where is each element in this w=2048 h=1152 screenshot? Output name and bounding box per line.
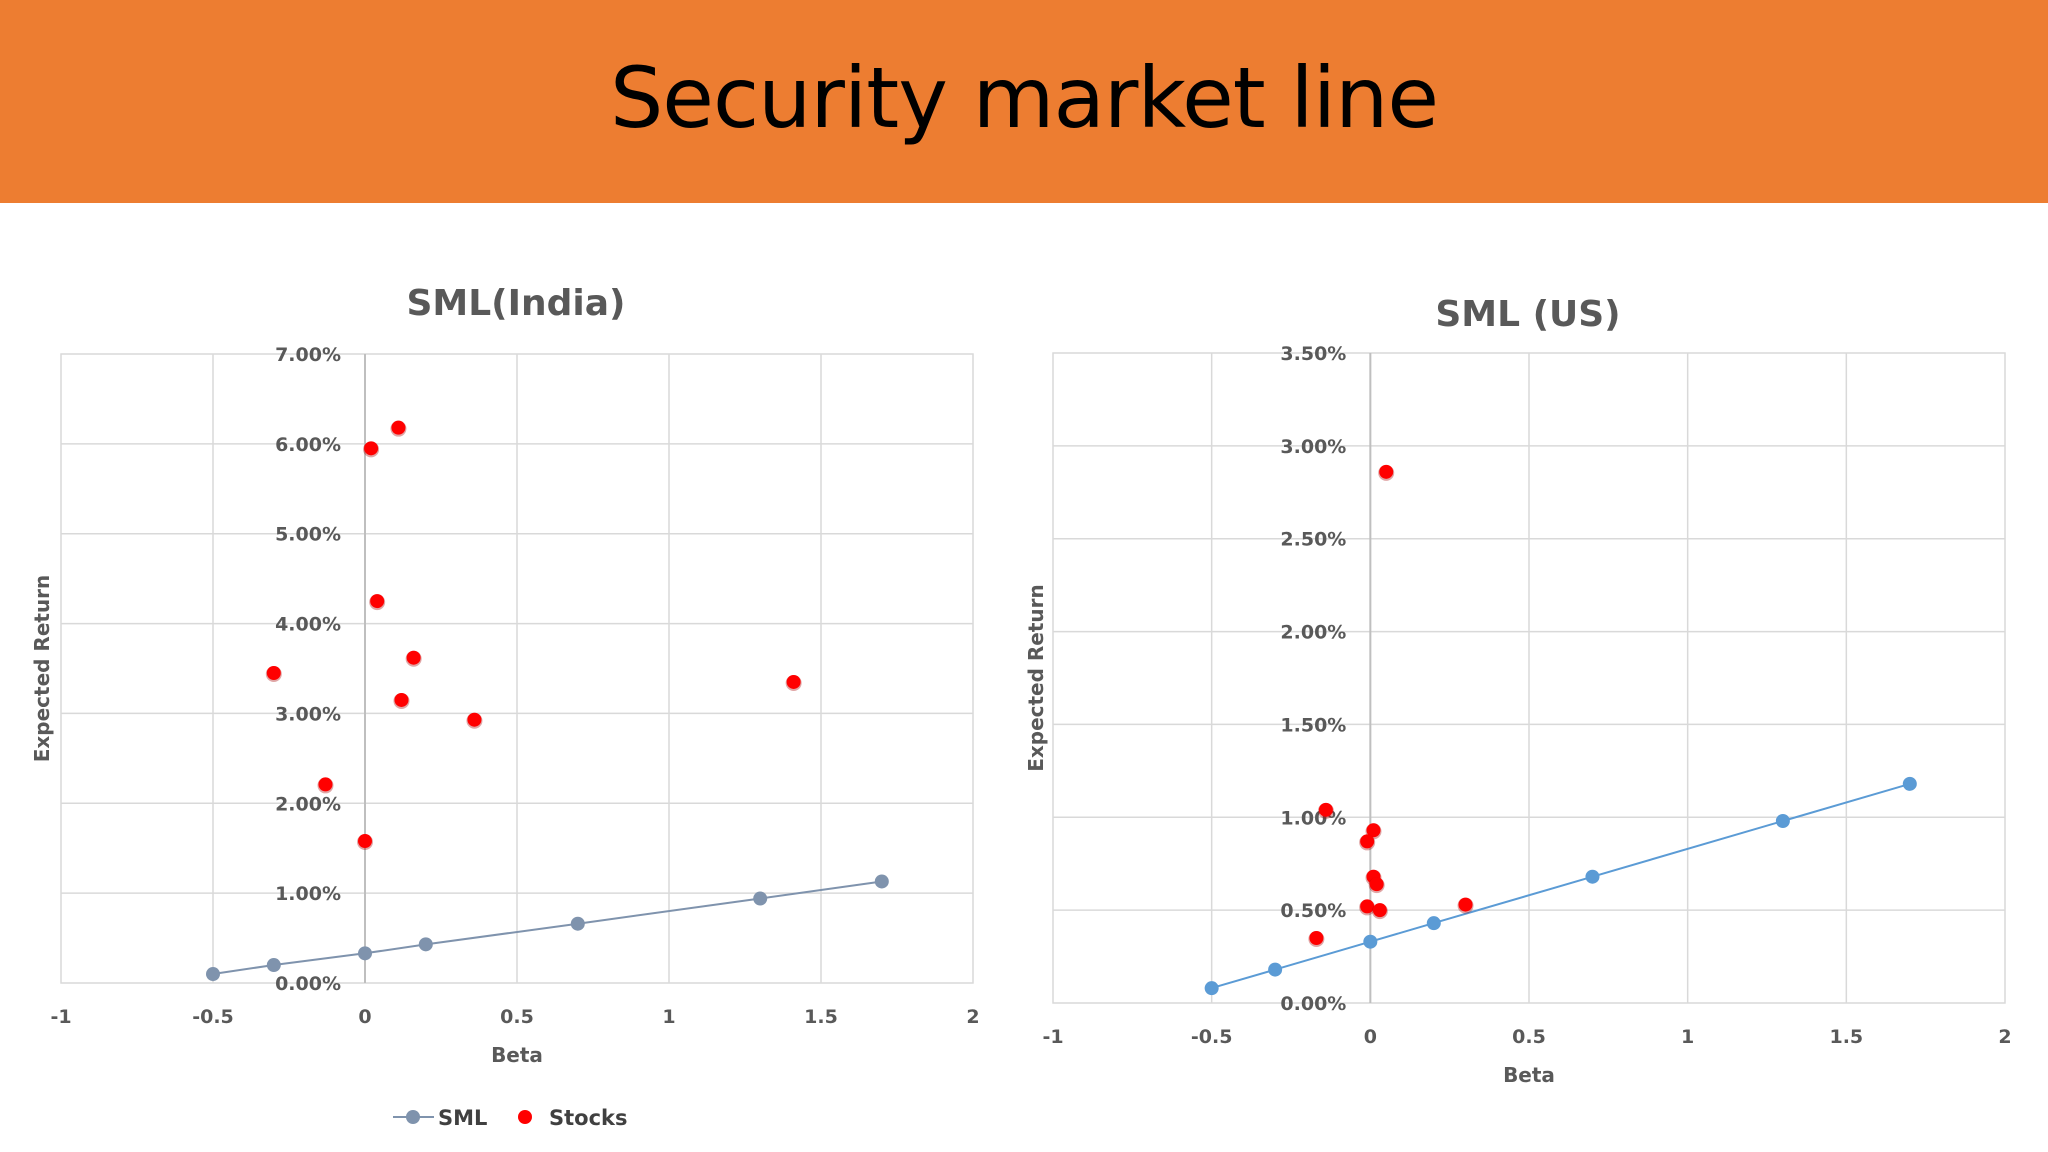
chart2-series1-point <box>1204 981 1219 996</box>
chart1-series2-point <box>364 441 379 456</box>
chart1-series2-point <box>394 692 409 707</box>
chart2-y-tick-label: 0.50% <box>1280 900 1346 922</box>
chart1-x-tick-label: 2 <box>966 1006 979 1028</box>
chart2-series2-point <box>1458 897 1473 912</box>
chart2-x-axis-label: Beta <box>1503 1063 1555 1087</box>
chart1-legend-stocks-label: Stocks <box>549 1106 628 1130</box>
chart2-x-tick-label: 2 <box>1998 1026 2011 1048</box>
chart1-series1-point <box>206 967 220 982</box>
chart2-y-axis-label: Expected Return <box>1024 584 1048 772</box>
chart2-x-tick-label: 1.5 <box>1829 1026 1863 1048</box>
chart1-series2-point <box>786 674 801 689</box>
chart2-x-tick-label: 0 <box>1364 1026 1377 1048</box>
chart1-legend-sml-label: SML <box>438 1106 487 1130</box>
chart1-series2-point <box>266 665 281 680</box>
chart1-y-tick-label: 1.00% <box>275 883 341 905</box>
charts-area: -1 -0.5 0 0.5 1 1.5 2 0.00% 1.00% 2.00% 3.00% 4.00%… <box>30 283 2012 1130</box>
chart1-legend-sml-marker <box>406 1110 420 1124</box>
title-banner: Security market line <box>0 0 2048 203</box>
chart2-series2-point <box>1372 903 1387 918</box>
chart1-series2-point <box>370 594 385 609</box>
chart1-y-tick-label: 3.00% <box>275 703 341 725</box>
chart2-x-tick-label: 0.5 <box>1512 1026 1546 1048</box>
slide-title: Security market line <box>609 48 1439 147</box>
chart1-x-tick-label: -1 <box>50 1006 71 1028</box>
chart1-y-tick-label: 2.00% <box>275 793 341 815</box>
chart2-series1-point <box>1585 869 1600 884</box>
chart2-x-tick-label: 1 <box>1681 1026 1694 1048</box>
chart1-y-tick-label: 7.00% <box>275 344 341 366</box>
chart2-series1-point <box>1363 934 1378 949</box>
chart2-y-tick-label: 2.50% <box>1280 529 1346 551</box>
chart2-y-tick-label: 3.50% <box>1280 343 1346 365</box>
chart1-x-tick-label: 1 <box>662 1006 675 1028</box>
chart1-series1-point <box>570 916 585 931</box>
chart1-y-tick-label: 0.00% <box>275 973 341 995</box>
chart2-y-tick-label: 0.00% <box>1280 993 1346 1015</box>
chart2-series2-point <box>1360 899 1375 914</box>
chart1-x-tick-label: -0.5 <box>192 1006 234 1028</box>
chart2-x-tick-label: -1 <box>1042 1026 1063 1048</box>
chart2-title: SML (US) <box>1435 294 1620 335</box>
chart2-x-tick-label: -0.5 <box>1191 1026 1233 1048</box>
chart1-x-tick-label: 1.5 <box>804 1006 838 1028</box>
chart2-series2-point <box>1366 823 1381 838</box>
chart2-y-tick-label: 3.00% <box>1280 436 1346 458</box>
chart1-series1-point <box>266 958 281 973</box>
chart2-y-tick-label: 1.00% <box>1280 807 1346 829</box>
chart1-x-axis-label: Beta <box>491 1043 543 1067</box>
chart1-title: SML(India) <box>406 283 625 324</box>
chart2-y-tick-label: 2.00% <box>1280 622 1346 644</box>
chart2-series2-point <box>1369 877 1384 892</box>
chart2-series2-point <box>1318 802 1333 817</box>
chart1-y-tick-label: 6.00% <box>275 434 341 456</box>
chart1-x-tick-label: 0 <box>358 1006 371 1028</box>
chart2-series1-point <box>1775 814 1790 828</box>
chart2-series2-point <box>1379 464 1394 479</box>
chart1-y-tick-label: 5.00% <box>275 524 341 546</box>
chart1-y-axis-label: Expected Return <box>30 575 54 763</box>
chart2-series1-point <box>1902 776 1917 791</box>
chart1-series2-point <box>358 834 372 849</box>
chart2-series1-point <box>1426 916 1441 931</box>
chart1-series1-point <box>753 891 768 906</box>
chart2-series1-point <box>1268 962 1283 977</box>
chart1-series2-point <box>406 650 421 665</box>
chart1-series2-point <box>391 420 406 435</box>
chart1-y-tick-label: 4.00% <box>275 614 341 636</box>
chart2-series2-point <box>1360 834 1375 849</box>
chart1-x-tick-label: 0.5 <box>500 1006 534 1028</box>
chart2-y-tick-label: 1.50% <box>1280 714 1346 736</box>
chart1-legend-stocks-marker <box>518 1110 532 1124</box>
chart1-series1-point <box>874 874 889 889</box>
chart1-series2-point <box>318 777 333 792</box>
chart1-series1-point <box>418 937 433 952</box>
chart2-series2-point <box>1309 931 1324 945</box>
chart1-series2-point <box>467 712 482 727</box>
chart1-series1-point <box>358 946 372 961</box>
